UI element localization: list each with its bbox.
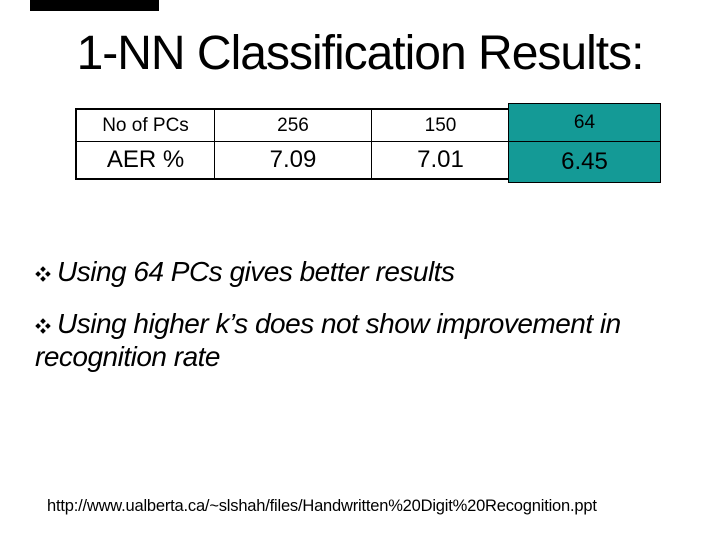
bullet-item: Using higher k’s does not show improveme… [35, 307, 669, 373]
source-url-text: http://www.ualberta.ca/~slshah/files/Han… [47, 497, 597, 515]
bullet-list: Using 64 PCs gives better results Using … [35, 255, 669, 392]
table-header-cell: 256 [215, 110, 372, 142]
highlighted-header-cell: 64 [509, 104, 660, 142]
results-table: No of PCs 256 150 AER % 7.09 7.01 [75, 108, 660, 180]
bullet-text: Using higher k’s does not show improveme… [35, 308, 621, 372]
diamond-bullet-icon [35, 318, 51, 334]
highlighted-table-column: 64 6.45 [508, 103, 661, 183]
table-header-label-cell: No of PCs [77, 110, 215, 142]
slide-title: 1-NN Classification Results: [76, 27, 645, 80]
bullet-item: Using 64 PCs gives better results [35, 255, 669, 288]
top-left-black-bar [30, 0, 159, 11]
table-value-cell: 7.01 [417, 146, 464, 173]
bullet-text: Using 64 PCs gives better results [57, 256, 455, 287]
highlighted-value-cell: 6.45 [561, 148, 608, 175]
table-header-cell: 150 [372, 110, 509, 142]
table-row-label-cell: AER % [77, 142, 215, 178]
table-value-cell: 7.09 [215, 142, 372, 178]
diamond-bullet-icon [35, 266, 51, 282]
